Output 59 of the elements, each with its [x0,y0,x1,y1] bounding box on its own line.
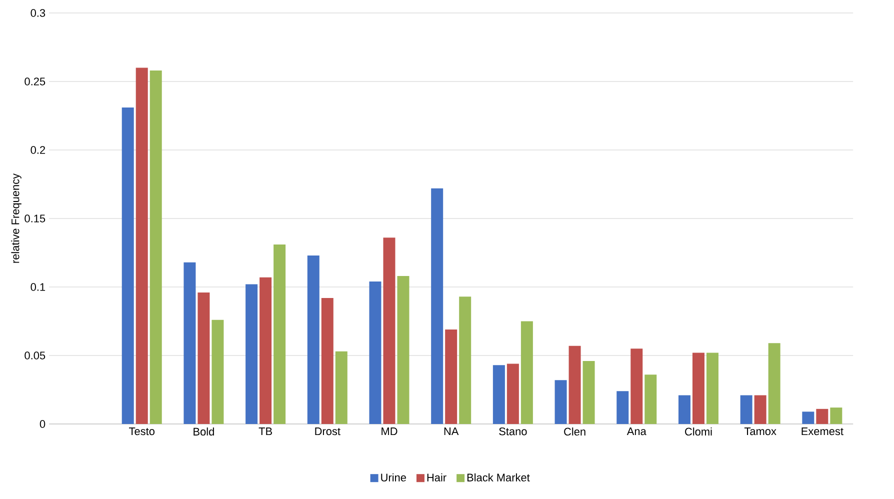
y-tick-label: 0.2 [30,146,46,154]
x-tick-label: Ana [626,428,646,436]
y-tick-label: 0.25 [24,78,46,86]
bar [678,395,690,424]
bar [260,277,272,424]
bar [307,255,320,424]
y-tick-label: 0.1 [30,283,46,291]
bar [369,282,382,424]
x-tick-label: Testo [129,428,154,436]
legend-label: Hair [427,473,446,482]
x-tick-label: Exemest [802,428,844,436]
bar [397,276,410,424]
bar [274,244,286,424]
bar [383,238,396,424]
bar [830,408,842,424]
y-tick-label: 0.05 [24,352,46,360]
bar [184,262,196,424]
bar [692,352,704,424]
x-tick-label: TB [258,428,272,436]
bar [554,380,567,424]
bar [768,343,780,424]
bar [740,395,752,424]
bar [506,364,519,424]
bar [754,395,766,424]
y-axis-title: relative Frequency [11,173,22,263]
y-tick-label: 0 [40,420,46,428]
bar [212,320,224,424]
bar [802,412,814,424]
bar [246,284,258,424]
legend-label: Urine [381,473,406,482]
bar [445,329,458,424]
bar [616,391,629,424]
bar [568,346,581,424]
x-tick-label: Clomi [685,428,712,436]
bar [582,360,595,424]
bar [520,321,533,424]
bar [198,292,210,424]
bar [335,351,348,424]
y-tick-label: 0.15 [24,214,46,222]
x-tick-label: MD [382,428,398,436]
bar [122,108,134,424]
x-tick-label: Stano [499,428,527,436]
bar [644,374,657,424]
bar [816,408,828,424]
bar [459,296,472,424]
x-tick-label: Clen [564,428,586,436]
bar [150,70,162,424]
bar [321,298,334,424]
x-tick-label: Bold [194,428,214,436]
y-tick-label: 0.3 [30,9,46,17]
bar [706,352,718,424]
bar [136,68,148,424]
x-tick-label: NA [444,428,459,436]
bar [431,188,444,424]
x-tick-label: Drost [315,428,340,436]
x-tick-label: Tamox [744,428,776,436]
legend-label: Black Market [467,473,530,482]
bar [630,348,643,424]
bar [492,365,505,424]
